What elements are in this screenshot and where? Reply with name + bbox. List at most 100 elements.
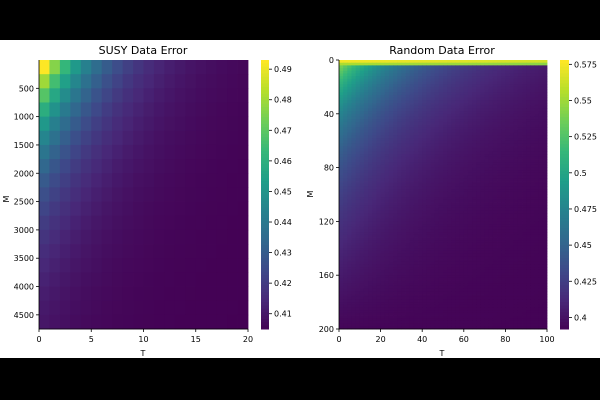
random-cell xyxy=(418,92,423,96)
susy-cell xyxy=(164,144,176,160)
random-cell xyxy=(480,127,485,131)
random-cell xyxy=(538,178,544,182)
random-cell xyxy=(484,229,490,233)
susy-y-tick-label: 2500 xyxy=(14,198,34,207)
random-cell xyxy=(451,148,456,152)
susy-cell xyxy=(122,300,134,316)
random-cell xyxy=(492,213,498,217)
susy-colorbar-segment xyxy=(261,191,269,195)
random-cell xyxy=(376,81,381,85)
random-cell xyxy=(351,94,357,99)
susy-cell xyxy=(49,258,61,273)
random-cell xyxy=(426,156,431,160)
random-cell xyxy=(339,269,344,273)
random-cell xyxy=(347,167,352,171)
random-cell xyxy=(530,199,535,203)
random-cell xyxy=(409,154,415,158)
random-cell xyxy=(476,97,481,101)
random-cell xyxy=(355,159,361,163)
random-cell xyxy=(447,210,452,214)
random-cell xyxy=(393,148,398,152)
random-cell xyxy=(509,267,515,271)
susy-cell xyxy=(91,215,103,231)
random-cell xyxy=(509,60,515,64)
random-cell xyxy=(413,143,419,147)
random-cell xyxy=(409,65,415,69)
random-cell xyxy=(526,103,531,107)
random-cell xyxy=(388,172,394,177)
random-cell xyxy=(434,264,440,268)
random-cell xyxy=(363,60,369,64)
random-cell xyxy=(534,213,540,217)
random-cell xyxy=(426,234,431,238)
random-cell xyxy=(501,124,506,128)
random-cell xyxy=(393,253,398,257)
random-cell xyxy=(355,170,361,174)
random-cell xyxy=(393,288,398,292)
random-cell xyxy=(459,178,465,182)
random-cell xyxy=(401,240,406,244)
random-cell xyxy=(447,237,452,241)
susy-cell xyxy=(164,74,176,89)
random-cell xyxy=(363,178,369,182)
random-cell xyxy=(438,108,444,112)
random-cell xyxy=(480,291,485,295)
random-cell xyxy=(434,224,440,228)
random-cell xyxy=(542,94,548,99)
random-cell xyxy=(359,97,365,101)
random-cell xyxy=(463,124,469,128)
susy-cell xyxy=(143,159,155,174)
random-cell xyxy=(505,119,510,123)
random-cell xyxy=(434,283,440,287)
random-cell xyxy=(472,210,477,214)
random-cell xyxy=(355,135,361,139)
random-cell xyxy=(372,119,377,123)
random-cell xyxy=(388,70,394,74)
random-cell xyxy=(347,121,352,125)
random-cell xyxy=(538,70,544,74)
random-cell xyxy=(388,108,394,112)
random-cell xyxy=(347,119,352,123)
random-cell xyxy=(480,283,485,287)
random-cell xyxy=(363,65,369,69)
random-cell xyxy=(542,240,548,244)
random-cell xyxy=(455,105,461,109)
random-cell xyxy=(418,191,423,195)
random-cell xyxy=(534,62,540,66)
random-cell xyxy=(526,253,531,257)
random-cell xyxy=(376,280,381,284)
random-cell xyxy=(505,267,510,271)
random-cell xyxy=(393,140,398,144)
random-cell xyxy=(534,183,540,187)
random-cell xyxy=(430,132,436,136)
random-cell xyxy=(509,248,515,252)
random-cell xyxy=(376,275,381,279)
random-cell xyxy=(339,275,344,279)
random-cell xyxy=(434,218,440,222)
random-cell xyxy=(530,283,535,287)
random-cell xyxy=(534,291,540,295)
random-cell xyxy=(368,234,373,238)
susy-cell xyxy=(164,314,176,330)
random-cell xyxy=(480,221,485,225)
random-cell xyxy=(505,92,510,96)
random-cell xyxy=(463,76,469,80)
random-cell xyxy=(413,151,419,155)
random-cell xyxy=(480,156,485,160)
random-cell xyxy=(509,113,515,117)
random-cell xyxy=(409,97,415,101)
random-cell xyxy=(359,205,365,209)
random-cell xyxy=(405,197,411,201)
susy-cell xyxy=(122,173,134,188)
random-cell xyxy=(476,167,481,171)
random-cell xyxy=(343,280,348,284)
random-cell xyxy=(542,127,548,131)
random-cell xyxy=(376,296,381,300)
random-cell xyxy=(434,121,440,125)
random-cell xyxy=(351,178,357,182)
random-cell xyxy=(443,175,448,179)
random-cell xyxy=(380,172,386,177)
random-cell xyxy=(517,191,523,195)
random-cell xyxy=(418,218,423,222)
random-cell xyxy=(422,296,427,300)
